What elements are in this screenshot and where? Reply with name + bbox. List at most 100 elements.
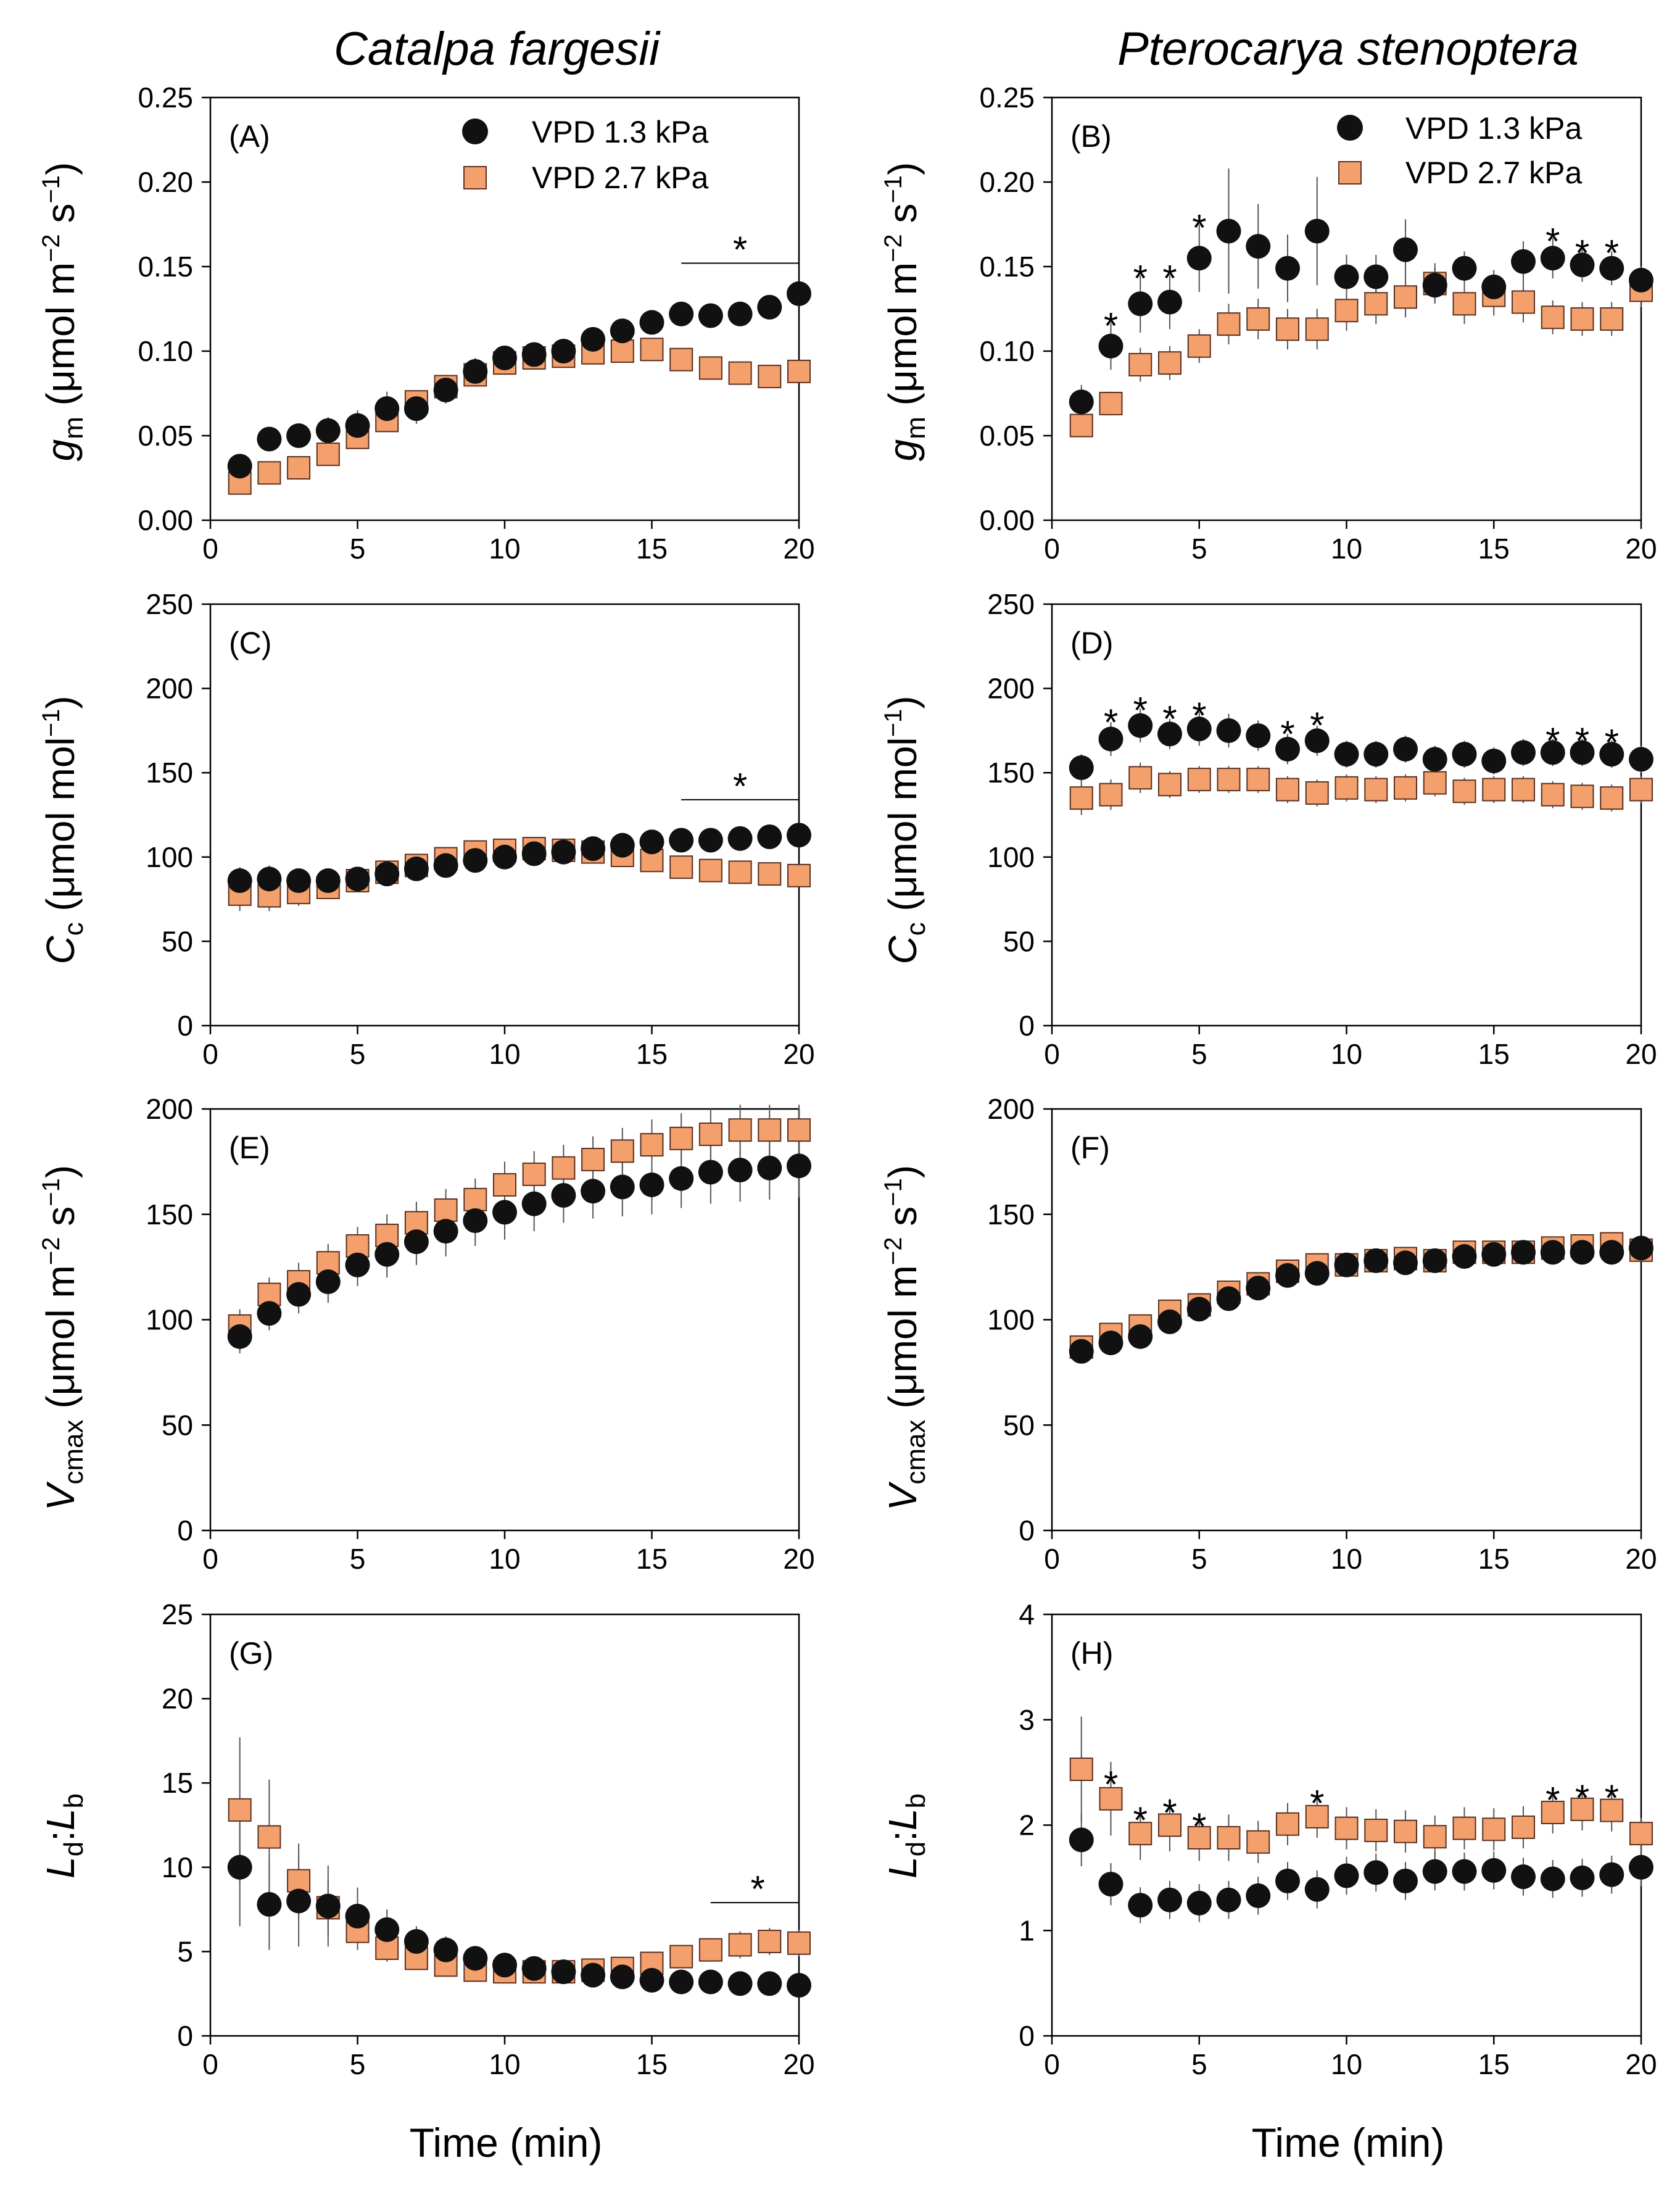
point-vpd-2-7 xyxy=(1246,768,1270,792)
point-vpd-2-7 xyxy=(1600,786,1624,810)
x-tick-label: 15 xyxy=(636,2048,668,2080)
x-tick-label: 15 xyxy=(636,1038,668,1070)
y-tick-label: 0 xyxy=(177,2020,193,2052)
point-vpd-2-7 xyxy=(1158,1813,1181,1837)
point-vpd-2-7 xyxy=(669,347,693,372)
x-tick-label: 0 xyxy=(1044,1038,1060,1070)
point-vpd-1-3 xyxy=(1216,718,1241,743)
point-vpd-1-3 xyxy=(521,1956,547,1981)
point-vpd-1-3 xyxy=(757,1971,782,1996)
panel-g: 0 5 10 15 20 0 5 10 15 20 25 (G) * xyxy=(162,1598,815,2080)
point-vpd-2-7 xyxy=(728,860,752,884)
x-tick-label: 0 xyxy=(202,1038,218,1070)
y-tick-label: 0.05 xyxy=(138,420,193,452)
point-vpd-2-7 xyxy=(434,1198,458,1222)
point-vpd-1-3 xyxy=(551,839,576,865)
x-tick-label: 20 xyxy=(783,1543,814,1575)
point-vpd-1-3 xyxy=(1363,1860,1389,1885)
point-vpd-2-7 xyxy=(522,1162,546,1186)
y-tick-label: 150 xyxy=(987,757,1035,789)
x-tick-label: 20 xyxy=(1625,1038,1657,1070)
significance-star: * xyxy=(1192,207,1206,249)
panel-label: (A) xyxy=(229,119,270,154)
point-vpd-2-7 xyxy=(1305,317,1329,341)
significance-star: * xyxy=(1104,1764,1118,1805)
point-vpd-1-3 xyxy=(1511,1864,1536,1890)
y-tick-label: 200 xyxy=(146,1093,193,1125)
point-vpd-1-3 xyxy=(1157,289,1182,315)
significance-star: * xyxy=(1104,305,1118,346)
point-vpd-1-3 xyxy=(551,339,576,363)
point-vpd-2-7 xyxy=(1069,786,1093,810)
y-title-c: Cc (μmol mol−1) xyxy=(38,695,89,964)
y-title-a: gm (μmol m−2 s−1) xyxy=(38,162,89,462)
point-vpd-1-3 xyxy=(374,1917,400,1942)
x-tick-label: 15 xyxy=(636,1543,668,1575)
point-vpd-2-7 xyxy=(1541,1801,1565,1825)
point-vpd-1-3 xyxy=(698,828,723,853)
panel-label: (G) xyxy=(229,1636,273,1671)
point-vpd-1-3 xyxy=(433,1937,458,1962)
point-vpd-1-3 xyxy=(1186,246,1212,271)
point-vpd-1-3 xyxy=(669,1166,694,1191)
point-vpd-1-3 xyxy=(787,823,811,848)
y-title-h: Ld:Lb xyxy=(880,1793,931,1879)
legend-b-low-label: VPD 1.3 kPa xyxy=(1405,111,1582,146)
y-tick-label: 0 xyxy=(1019,1514,1035,1546)
point-vpd-2-7 xyxy=(1217,1825,1241,1850)
point-vpd-2-7 xyxy=(758,1118,782,1142)
y-tick-label: 100 xyxy=(987,841,1035,873)
point-vpd-1-3 xyxy=(1304,728,1330,754)
point-vpd-1-3 xyxy=(1069,1339,1094,1364)
point-vpd-2-7 xyxy=(1128,766,1152,790)
point-vpd-1-3 xyxy=(1216,1887,1241,1912)
y-title-g: Ld:Lb xyxy=(38,1793,89,1879)
point-vpd-1-3 xyxy=(433,853,458,878)
point-vpd-1-3 xyxy=(1186,716,1212,742)
significance-star: * xyxy=(1192,1806,1206,1847)
y-tick-label: 100 xyxy=(146,1304,193,1336)
point-vpd-1-3 xyxy=(639,829,664,855)
point-vpd-1-3 xyxy=(286,1282,312,1307)
point-vpd-2-7 xyxy=(698,356,722,380)
point-vpd-2-7 xyxy=(1187,334,1211,358)
point-vpd-1-3 xyxy=(1363,1248,1389,1273)
x-tick-label: 10 xyxy=(1331,1543,1362,1575)
point-vpd-2-7 xyxy=(669,1945,693,1969)
x-tick-label: 0 xyxy=(202,533,218,565)
y-tick-label: 3 xyxy=(1019,1704,1035,1736)
point-vpd-1-3 xyxy=(1481,1858,1507,1883)
y-tick-label: 50 xyxy=(1003,1409,1035,1441)
point-vpd-2-7 xyxy=(698,858,722,882)
point-vpd-1-3 xyxy=(1098,1331,1123,1356)
point-vpd-2-7 xyxy=(787,1118,811,1142)
point-vpd-1-3 xyxy=(639,1172,664,1197)
point-vpd-1-3 xyxy=(463,1208,488,1233)
point-vpd-1-3 xyxy=(1157,721,1182,747)
point-vpd-2-7 xyxy=(1482,778,1506,802)
point-vpd-1-3 xyxy=(433,1219,458,1244)
point-vpd-2-7 xyxy=(463,1187,487,1211)
point-vpd-1-3 xyxy=(315,1893,341,1919)
y-tick-label: 10 xyxy=(162,1851,193,1883)
point-vpd-1-3 xyxy=(610,1174,635,1200)
point-vpd-1-3 xyxy=(1511,740,1536,765)
y-title-f: Vcmax (μmol m−2 s−1) xyxy=(880,1165,931,1511)
point-vpd-1-3 xyxy=(345,1252,370,1277)
point-vpd-1-3 xyxy=(521,342,547,367)
legend-a-square-marker xyxy=(463,166,487,189)
point-vpd-1-3 xyxy=(698,1160,723,1185)
x-tick-label: 20 xyxy=(783,1038,814,1070)
point-vpd-1-3 xyxy=(639,1967,664,1993)
point-vpd-1-3 xyxy=(1629,1235,1653,1261)
significance-star: * xyxy=(1575,233,1589,274)
point-vpd-1-3 xyxy=(1629,1854,1653,1880)
point-vpd-1-3 xyxy=(286,1888,312,1914)
y-tick-label: 0.20 xyxy=(138,166,193,198)
point-vpd-1-3 xyxy=(698,303,723,328)
x-tick-label: 0 xyxy=(1044,2048,1060,2080)
point-vpd-1-3 xyxy=(403,1229,429,1255)
point-vpd-1-3 xyxy=(492,345,517,370)
point-vpd-2-7 xyxy=(316,442,340,467)
